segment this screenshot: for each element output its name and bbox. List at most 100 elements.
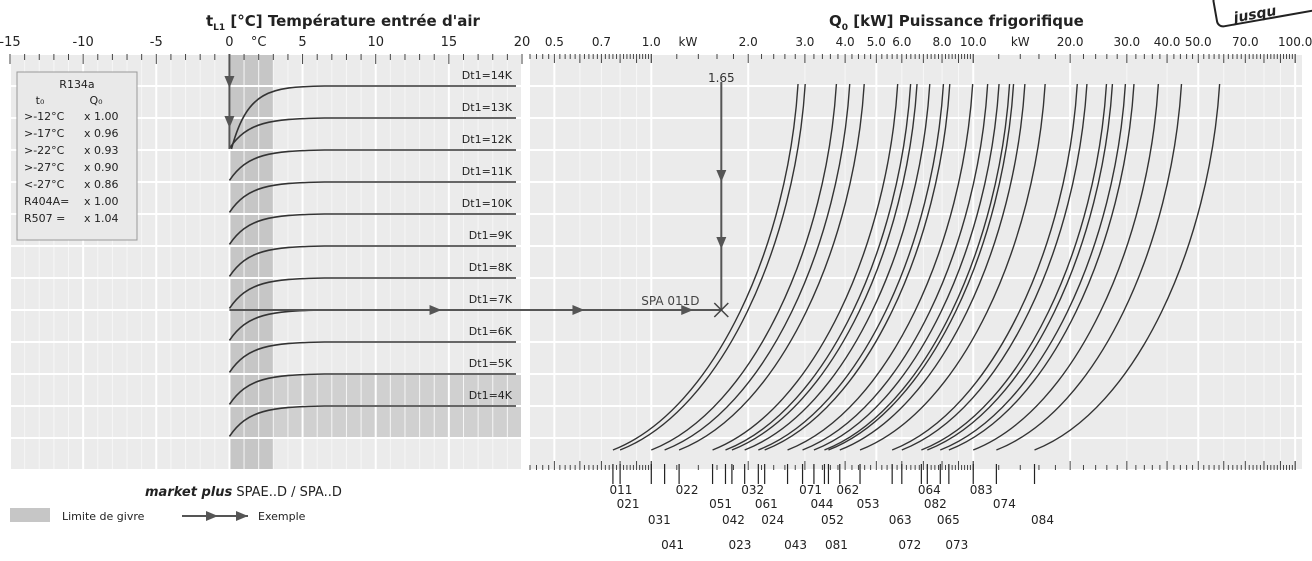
correction-table-refrigerant: R134a — [59, 78, 94, 91]
correction-row-temp: >-12°C — [24, 110, 65, 123]
model-label: 081 — [825, 538, 848, 552]
model-label: 084 — [1031, 513, 1054, 527]
right-tick-label: 4.0 — [836, 35, 855, 49]
correction-table-box — [16, 71, 138, 241]
left-tick-label: 5 — [298, 35, 306, 50]
right-tick-label: 20.0 — [1057, 35, 1084, 49]
right-tick-label: 3.0 — [795, 35, 814, 49]
model-curve — [725, 83, 912, 451]
series-curve — [228, 149, 516, 181]
model-label: 082 — [924, 497, 947, 511]
model-label: 041 — [661, 538, 684, 552]
series-label: Dt1=13K — [462, 101, 513, 114]
frost-limit-band — [229, 54, 274, 470]
example-arrow-head — [429, 305, 442, 315]
series-curve — [228, 117, 516, 149]
example-arrow-head — [716, 237, 727, 249]
tick-labels: -15 -10 -5 0 5 10 15 20 °C 0.5 0.7 1.0 2.0 3.0 4.0 5.0 6… — [0, 35, 1312, 50]
model-curve — [940, 83, 1127, 451]
frost-legend-label: Limite de givre — [62, 510, 145, 523]
left-panel: Dt1=14K Dt1=13K Dt1=12K Dt1=11K Dt1=10K Dt1=9… — [9, 53, 523, 471]
example-legend-label: Exemple — [258, 510, 306, 523]
series-curve — [228, 405, 516, 437]
model-label: 042 — [722, 513, 745, 527]
right-tick-label: 100.0 — [1278, 35, 1312, 49]
correction-row-factor: x 0.93 — [84, 144, 119, 157]
model-label: 011 — [609, 483, 632, 497]
model-curve — [619, 83, 806, 451]
correction-row-temp: R507 = — [24, 212, 65, 225]
right-tick-label: 5.0 — [867, 35, 886, 49]
model-curve — [764, 83, 951, 451]
model-curve — [664, 83, 851, 451]
correction-row-temp: >-22°C — [24, 144, 65, 157]
right-tick-label: 6.0 — [892, 35, 911, 49]
model-curve — [927, 83, 1114, 451]
model-curve — [972, 83, 1160, 451]
model-label: 032 — [741, 483, 764, 497]
series-label: Dt1=12K — [462, 133, 513, 146]
model-label: 053 — [857, 497, 880, 511]
right-tick-label: 30.0 — [1113, 35, 1140, 49]
left-tick-label: -5 — [150, 35, 163, 50]
example-intersection-mark — [713, 302, 729, 318]
series-label: Dt1=14K — [462, 69, 513, 82]
right-panel: 0110210310410220510420230320610240430710… — [229, 53, 1302, 552]
right-tick-label: 0.5 — [545, 35, 564, 49]
correction-row-factor: x 1.04 — [84, 212, 119, 225]
series-label: Dt1=8K — [469, 261, 513, 274]
series-curve — [228, 213, 516, 245]
correction-row-factor: x 0.96 — [84, 127, 119, 140]
example-arrow-head — [224, 76, 235, 88]
correction-table-col1: t₀ — [36, 94, 45, 107]
model-label: 031 — [648, 513, 671, 527]
model-label: 024 — [761, 513, 784, 527]
left-tick-label: -15 — [0, 35, 21, 50]
left-tick-label: -10 — [73, 35, 94, 50]
model-curve — [787, 83, 974, 451]
example-arrow-head — [681, 305, 694, 315]
example-arrow-head — [716, 170, 727, 182]
correction-table-rows: >-12°C x 1.00 >-17°C x 0.96 >-22°C x 0.93 >-27… — [24, 110, 119, 225]
model-label: 074 — [993, 497, 1016, 511]
right-tick-label: 50.0 — [1185, 35, 1212, 49]
model-label: 063 — [889, 513, 912, 527]
left-tick-label: 10 — [367, 35, 384, 50]
series-label: Dt1=9K — [469, 229, 513, 242]
series-curve — [228, 341, 516, 373]
left-unit-label: °C — [251, 35, 267, 50]
example-arrow-head — [224, 116, 235, 128]
correction-table-col2: Q₀ — [89, 94, 103, 107]
model-label: 044 — [810, 497, 833, 511]
model-curve — [612, 83, 799, 451]
right-tick-label: 8.0 — [932, 35, 951, 49]
model-label: 072 — [898, 538, 921, 552]
model-curve — [758, 83, 945, 451]
series-label: Dt1=11K — [462, 165, 513, 178]
series-label: Dt1=5K — [469, 357, 513, 370]
right-tick-label: 0.7 — [592, 35, 611, 49]
model-curve — [678, 83, 865, 451]
right-unit-label: kW — [1011, 35, 1030, 49]
model-curve — [901, 83, 1088, 451]
correction-row-factor: x 1.00 — [84, 195, 119, 208]
model-curve — [828, 83, 1015, 451]
left-tick-label: 20 — [514, 35, 531, 50]
model-curve — [802, 83, 989, 451]
model-curve — [813, 83, 1000, 451]
correction-row-factor: x 1.00 — [84, 110, 119, 123]
model-curve — [651, 83, 838, 451]
model-curve — [891, 83, 1078, 451]
model-curve — [839, 83, 1026, 451]
model-curve — [824, 83, 1011, 451]
model-label: 083 — [970, 483, 993, 497]
right-tick-label: 2.0 — [739, 35, 758, 49]
model-curve — [996, 83, 1183, 451]
series-curve — [228, 181, 516, 213]
left-axis-title: tL1 [°C] Température entrée d'air — [206, 12, 481, 33]
series-label: Dt1=6K — [469, 325, 513, 338]
correction-row-temp: >-17°C — [24, 127, 65, 140]
model-label: 065 — [937, 513, 960, 527]
model-label: 071 — [799, 483, 822, 497]
